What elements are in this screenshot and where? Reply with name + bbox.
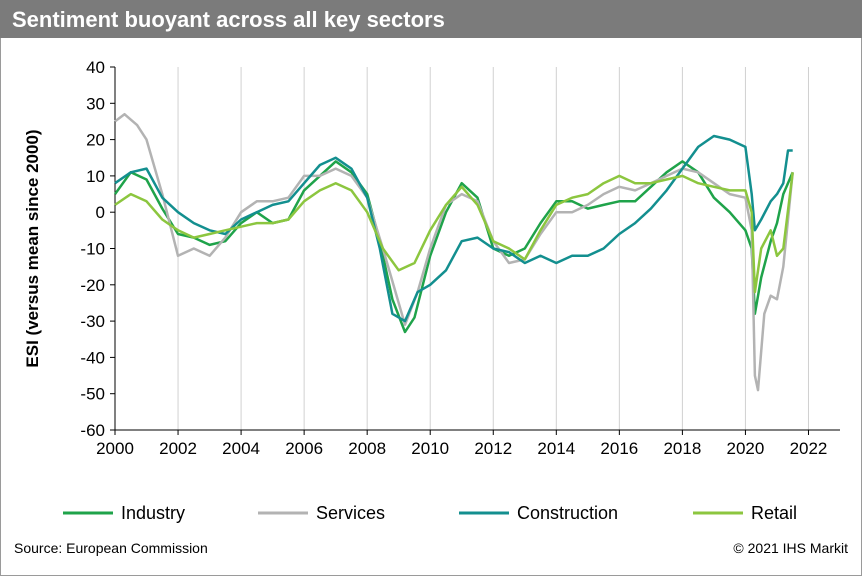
- y-tick-label: 10: [86, 167, 105, 186]
- series-line-retail: [114, 172, 794, 294]
- x-tick-label: 2008: [348, 439, 386, 458]
- x-tick-label: 2000: [96, 439, 134, 458]
- y-tick-label: -10: [80, 240, 105, 259]
- line-chart: 2000 2002 2004 2006 2008 2010 2012 2014 2016 2018…: [23, 58, 840, 523]
- source-note: Source: European Commission: [14, 540, 208, 556]
- legend-label-industry: Industry: [121, 503, 185, 523]
- chart-title: Sentiment buoyant across all key sectors: [12, 7, 445, 32]
- legend-label-services: Services: [316, 503, 385, 523]
- x-tick-label: 2012: [474, 439, 512, 458]
- legend-label-construction: Construction: [517, 503, 618, 523]
- y-tick-label: -60: [80, 421, 105, 440]
- y-tick-label: 30: [86, 94, 105, 113]
- y-tick-label: -20: [80, 276, 105, 295]
- x-tick-label: 2014: [537, 439, 575, 458]
- copyright-note: © 2021 IHS Markit: [733, 540, 848, 556]
- x-tick-label: 2006: [285, 439, 323, 458]
- title-bar: Sentiment buoyant across all key sectors: [0, 0, 862, 38]
- series-line-construction: [114, 134, 793, 323]
- y-tick-label: -50: [80, 385, 105, 404]
- y-tick-label: 20: [86, 131, 105, 150]
- legend-label-retail: Retail: [751, 503, 797, 523]
- x-tick-label: 2016: [600, 439, 638, 458]
- y-axis-title: ESI (versus mean since 2000): [23, 129, 42, 367]
- x-tick-label: 2020: [727, 439, 765, 458]
- y-tick-label: 0: [96, 203, 105, 222]
- y-tick-label: 40: [86, 58, 105, 77]
- series-line-industry: [113, 160, 794, 334]
- y-tick-label: -30: [80, 312, 105, 331]
- x-tick-label: 2010: [411, 439, 449, 458]
- x-tick-label: 2018: [663, 439, 701, 458]
- x-tick-label: 2022: [790, 439, 828, 458]
- x-tick-label: 2004: [222, 439, 260, 458]
- y-tick-label: -40: [80, 348, 105, 367]
- x-tick-label: 2002: [159, 439, 197, 458]
